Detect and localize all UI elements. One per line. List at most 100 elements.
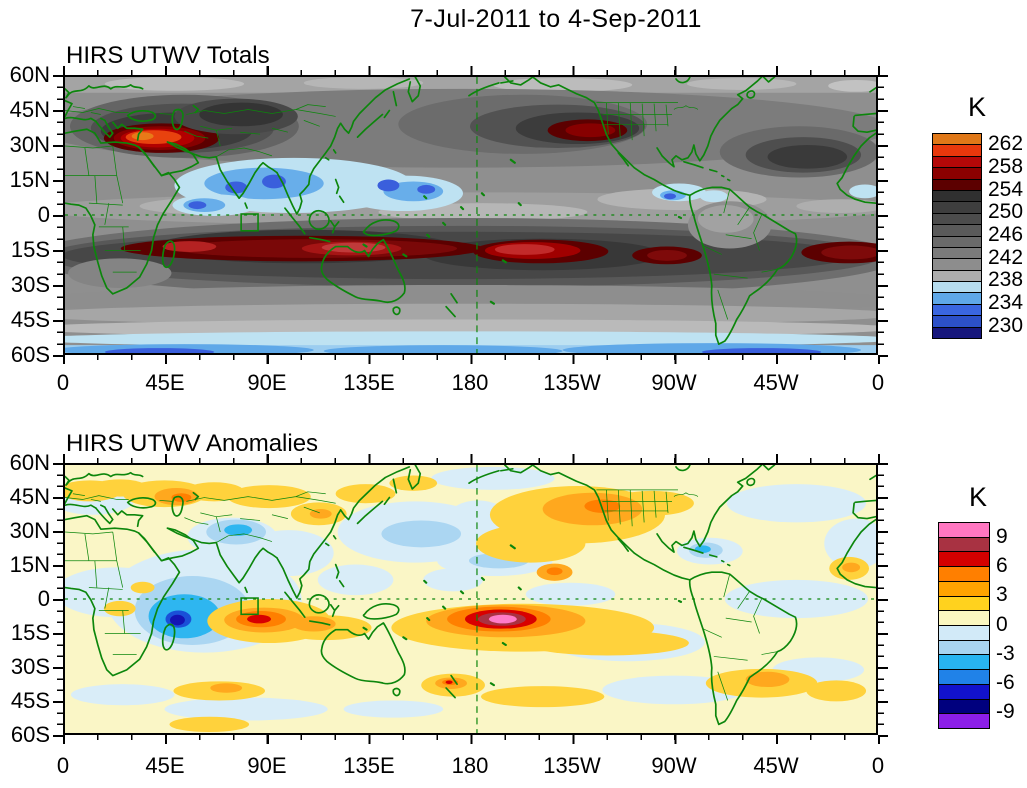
totals-map-svg bbox=[65, 77, 876, 353]
x-axis-label: 90W bbox=[651, 370, 697, 395]
y-axis-label: 45S bbox=[10, 688, 50, 713]
colorbar-segment bbox=[933, 179, 981, 191]
colorbar-segment bbox=[933, 327, 981, 339]
colorbar-segment bbox=[933, 145, 981, 157]
colorbar-tick-label: 238 bbox=[988, 268, 1024, 291]
x-axis-label: 135E bbox=[343, 370, 395, 395]
axis-ticks-left bbox=[53, 463, 63, 737]
y-axis-label: 60S bbox=[10, 342, 50, 367]
y-axis-label: 0 bbox=[37, 202, 50, 227]
colorbar-segment bbox=[933, 270, 981, 283]
x-axis-label: 45E bbox=[145, 370, 185, 395]
anomalies-colorbar bbox=[938, 522, 990, 729]
y-axis-label: 30S bbox=[10, 272, 50, 297]
x-axis-label: 45E bbox=[145, 753, 185, 778]
colorbar-segment bbox=[939, 640, 989, 656]
y-axis-label: 30N bbox=[9, 132, 50, 157]
axis-ticks-right-minor bbox=[878, 463, 884, 737]
colorbar-segment bbox=[939, 581, 989, 597]
page-title: 7-Jul-2011 to 4-Sep-2011 bbox=[410, 5, 702, 33]
colorbar-tick-label: -6 bbox=[996, 671, 1015, 694]
region-box bbox=[240, 597, 259, 616]
colorbar-segment bbox=[939, 552, 989, 568]
colorbar-segment bbox=[939, 537, 989, 553]
colorbar-segment bbox=[939, 684, 989, 700]
colorbar-segment bbox=[939, 567, 989, 582]
y-axis-label: 15S bbox=[10, 237, 50, 262]
colorbar-segment bbox=[939, 523, 989, 538]
colorbar-segment bbox=[933, 259, 981, 271]
colorbar-tick-label: 258 bbox=[988, 155, 1024, 178]
totals-panel-title: HIRS UTWV Totals bbox=[66, 42, 270, 69]
colorbar-segment bbox=[939, 699, 989, 715]
colorbar-segment bbox=[939, 655, 989, 671]
anomalies-map bbox=[63, 463, 878, 735]
axis-ticks-right bbox=[878, 75, 888, 357]
totals-colorbar bbox=[932, 133, 982, 339]
x-axis-label: 0 bbox=[871, 370, 885, 395]
x-axis-label: 180 bbox=[451, 370, 489, 395]
x-axis-label: 45W bbox=[753, 370, 799, 395]
colorbar-segment bbox=[933, 247, 981, 260]
totals-contour-field bbox=[65, 77, 876, 353]
y-axis-label: 15S bbox=[10, 620, 50, 645]
colorbar-tick-label: 230 bbox=[988, 314, 1024, 337]
x-axis-label: 180 bbox=[451, 753, 489, 778]
y-axis-label: 0 bbox=[37, 586, 50, 611]
colorbar-units-label: K bbox=[968, 482, 987, 512]
colorbar-tick-label: 3 bbox=[996, 583, 1008, 606]
x-axis-label: 135W bbox=[543, 753, 601, 778]
colorbar-segment bbox=[933, 168, 981, 180]
axis-ticks-bottom-minor bbox=[63, 355, 880, 360]
axis-ticks-bottom bbox=[63, 355, 880, 364]
colorbar-tick-label: 9 bbox=[996, 525, 1008, 548]
colorbar-segment bbox=[939, 626, 989, 641]
colorbar-segment bbox=[933, 316, 981, 328]
colorbar-tick-label: -3 bbox=[996, 642, 1015, 665]
totals-map bbox=[63, 75, 878, 355]
colorbar-tick-label: 246 bbox=[988, 223, 1024, 246]
colorbar-tick-label: 234 bbox=[988, 291, 1024, 314]
colorbar-segment bbox=[933, 134, 981, 146]
colorbar-segment bbox=[933, 202, 981, 214]
y-axis-label: 15N bbox=[9, 167, 50, 192]
colorbar-segment bbox=[939, 611, 989, 627]
x-axis-label: 135W bbox=[543, 370, 601, 395]
x-axis-label: 90E bbox=[247, 753, 287, 778]
x-axis-label: 0 bbox=[56, 370, 70, 395]
colorbar-tick-label: 242 bbox=[988, 246, 1024, 269]
y-axis-label: 60S bbox=[10, 722, 50, 747]
colorbar-tick-label: -9 bbox=[996, 700, 1015, 723]
x-axis-label: 0 bbox=[56, 753, 70, 778]
axis-ticks-left bbox=[53, 75, 63, 357]
colorbar-segment bbox=[933, 236, 981, 248]
y-axis-label: 60N bbox=[9, 450, 50, 475]
y-axis-label: 45N bbox=[9, 97, 50, 122]
colorbar-segment bbox=[933, 156, 981, 169]
colorbar-segment bbox=[939, 670, 989, 685]
x-axis-label: 90W bbox=[651, 753, 697, 778]
colorbar-units-label: K bbox=[967, 92, 986, 122]
y-axis-label: 15N bbox=[9, 552, 50, 577]
y-axis-label: 45S bbox=[10, 307, 50, 332]
axis-ticks-bottom bbox=[63, 735, 880, 744]
colorbar-segment bbox=[939, 596, 989, 612]
anomalies-panel-title: HIRS UTWV Anomalies bbox=[66, 430, 319, 457]
colorbar-segment bbox=[933, 282, 981, 294]
axis-ticks-bottom-minor bbox=[63, 735, 880, 740]
colorbar-segment bbox=[933, 190, 981, 203]
colorbar-segment bbox=[933, 293, 981, 305]
y-axis-label: 30N bbox=[9, 518, 50, 543]
y-axis-label: 45N bbox=[9, 484, 50, 509]
x-axis-label: 45W bbox=[753, 753, 799, 778]
y-axis-label: 30S bbox=[10, 654, 50, 679]
colorbar-tick-label: 0 bbox=[996, 613, 1008, 636]
x-axis-label: 0 bbox=[871, 753, 885, 778]
colorbar-tick-label: 6 bbox=[996, 554, 1008, 577]
axis-ticks-right-minor bbox=[878, 75, 884, 357]
x-axis-label: 90E bbox=[247, 370, 287, 395]
colorbar-tick-label: 250 bbox=[988, 200, 1024, 223]
x-axis-label: 135E bbox=[343, 753, 395, 778]
y-axis-label: 60N bbox=[9, 62, 50, 87]
